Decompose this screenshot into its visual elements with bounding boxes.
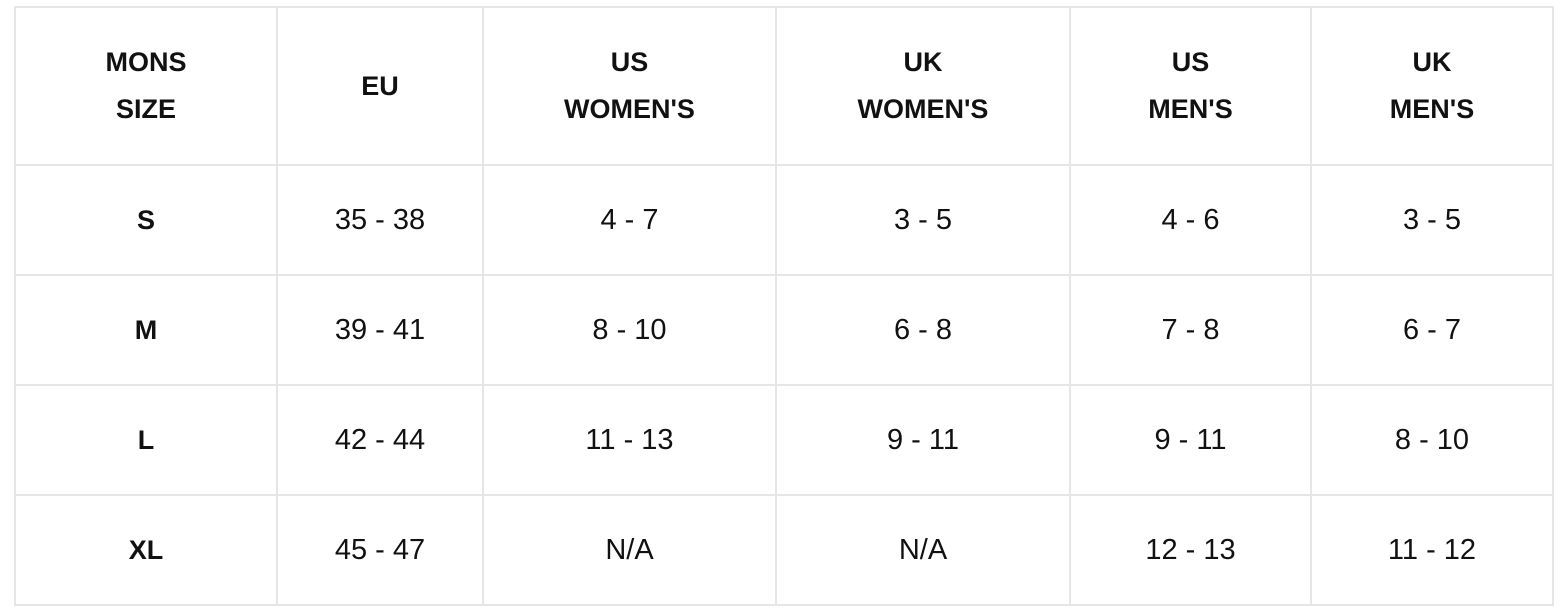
cell-eu: 45 - 47: [276, 494, 484, 606]
header-line: MEN'S: [1148, 94, 1233, 124]
cell-uk-mens: 11 - 12: [1310, 494, 1554, 606]
cell-size: S: [14, 164, 278, 276]
cell-size: XL: [14, 494, 278, 606]
cell-us-womens: 4 - 7: [482, 164, 777, 276]
header-uk-mens: UK MEN'S: [1310, 6, 1554, 166]
cell-us-womens: 8 - 10: [482, 274, 777, 386]
table-row: XL 45 - 47 N/A N/A 12 - 13 11 - 12: [14, 494, 1554, 606]
header-line: UK: [1412, 47, 1452, 77]
cell-uk-mens: 3 - 5: [1310, 164, 1554, 276]
header-uk-womens: UK WOMEN'S: [775, 6, 1071, 166]
header-line: MEN'S: [1389, 94, 1475, 124]
table-row: L 42 - 44 11 - 13 9 - 11 9 - 11 8 - 10: [14, 384, 1554, 496]
cell-uk-womens: 9 - 11: [775, 384, 1071, 496]
cell-eu: 35 - 38: [276, 164, 484, 276]
header-row: MONS SIZE EU US WOMEN'S UK WOMEN'S US MEN'S …: [14, 6, 1554, 166]
cell-us-mens: 4 - 6: [1069, 164, 1312, 276]
cell-uk-mens: 8 - 10: [1310, 384, 1554, 496]
header-line: UK: [903, 47, 943, 77]
cell-us-mens: 9 - 11: [1069, 384, 1312, 496]
header-mons-size: MONS SIZE: [14, 6, 278, 166]
header-line: EU: [361, 70, 399, 101]
cell-eu: 39 - 41: [276, 274, 484, 386]
header-eu: EU: [276, 6, 484, 166]
size-chart-table: MONS SIZE EU US WOMEN'S UK WOMEN'S US MEN'S …: [14, 6, 1554, 606]
header-line: WOMEN'S: [857, 94, 989, 124]
cell-uk-womens: N/A: [775, 494, 1071, 606]
header-us-womens: US WOMEN'S: [482, 6, 777, 166]
cell-us-womens: 11 - 13: [482, 384, 777, 496]
header-line: SIZE: [115, 94, 176, 124]
header-line: WOMEN'S: [564, 94, 695, 124]
cell-uk-womens: 6 - 8: [775, 274, 1071, 386]
cell-size: L: [14, 384, 278, 496]
cell-size: M: [14, 274, 278, 386]
header-line: US: [1171, 47, 1210, 77]
cell-uk-womens: 3 - 5: [775, 164, 1071, 276]
cell-eu: 42 - 44: [276, 384, 484, 496]
cell-us-womens: N/A: [482, 494, 777, 606]
cell-us-mens: 12 - 13: [1069, 494, 1312, 606]
header-line: US: [610, 47, 649, 77]
header-line: MONS: [105, 47, 187, 77]
cell-uk-mens: 6 - 7: [1310, 274, 1554, 386]
cell-us-mens: 7 - 8: [1069, 274, 1312, 386]
header-us-mens: US MEN'S: [1069, 6, 1312, 166]
